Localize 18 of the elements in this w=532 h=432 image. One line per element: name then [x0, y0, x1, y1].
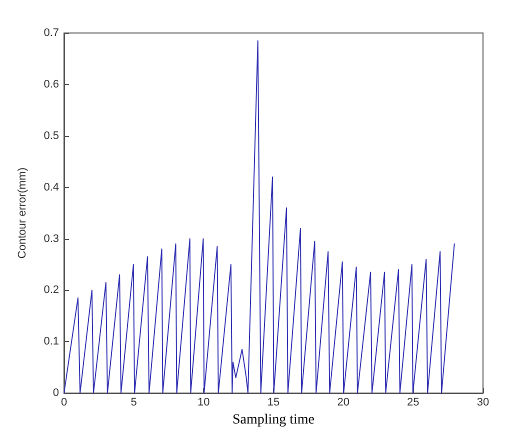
y-tick-label: 0 — [52, 387, 59, 400]
x-tick-label: 20 — [337, 396, 350, 409]
line-series — [64, 40, 455, 394]
x-tick-label: 10 — [198, 396, 210, 409]
x-tick-label: 15 — [267, 396, 280, 409]
y-tick-label: 0.4 — [44, 181, 59, 194]
y-tick-label: 0.3 — [44, 232, 59, 245]
x-tick-label: 25 — [407, 396, 420, 409]
y-tick-label: 0.5 — [44, 130, 59, 142]
x-axis-title: Sampling time — [232, 412, 315, 428]
y-tick-label: 0.2 — [44, 284, 59, 296]
x-tick-label: 0 — [60, 396, 68, 409]
y-tick-label: 0.1 — [44, 336, 59, 348]
y-axis-title: Contour error(mm) — [16, 168, 28, 259]
y-tick-label: 0.7 — [44, 27, 59, 39]
x-tick-label: 5 — [130, 396, 137, 409]
y-tick-label: 0.6 — [44, 78, 59, 90]
x-tick-label: 30 — [476, 396, 490, 409]
